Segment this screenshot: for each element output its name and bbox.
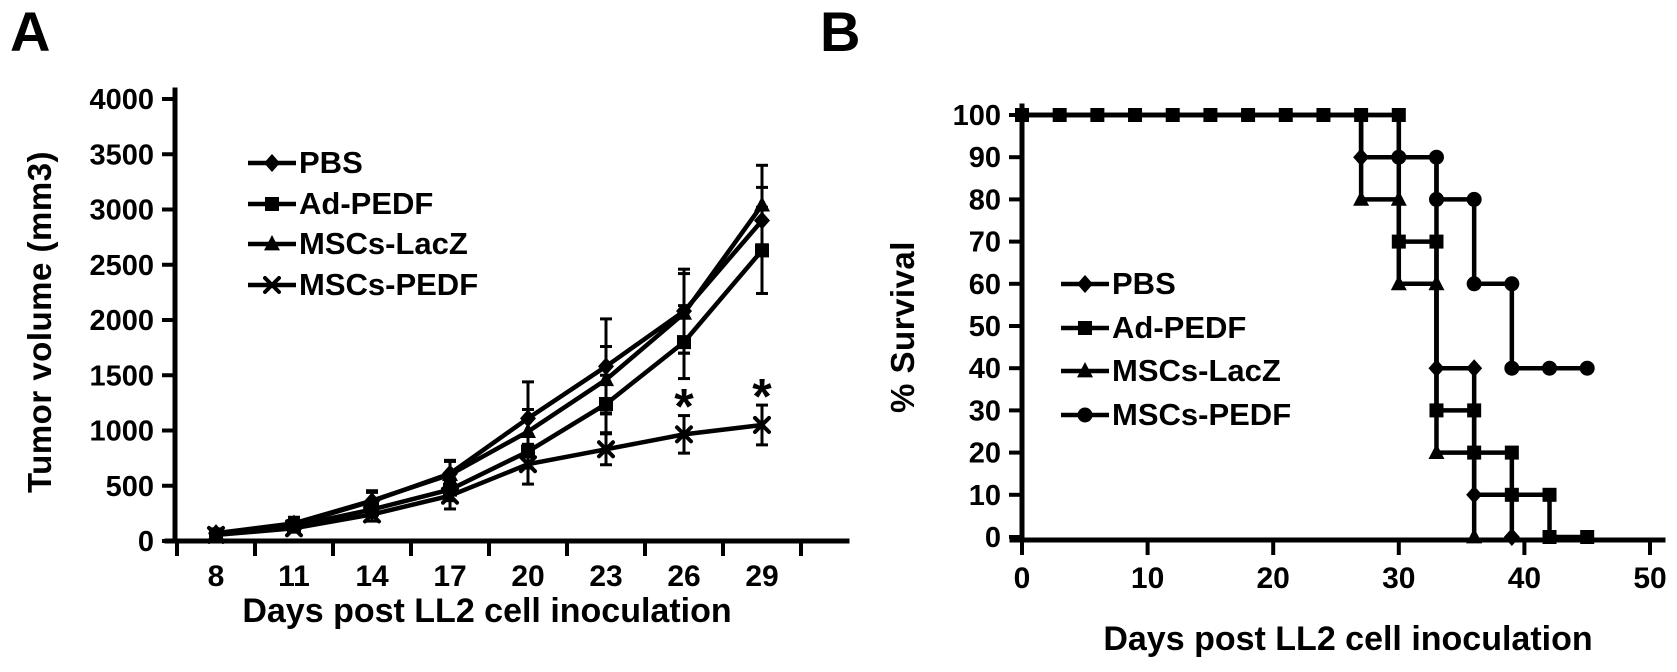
survival-curve-MSCs-PEDF bbox=[1022, 112, 1594, 371]
ad-pedf-square-marker-icon bbox=[1061, 320, 1109, 335]
x-marker bbox=[363, 505, 381, 524]
x-marker bbox=[441, 486, 459, 505]
x-marker bbox=[753, 415, 771, 434]
panel-a-y-tick-label: 1000 bbox=[89, 416, 154, 448]
panel-a-x-tick-label: 17 bbox=[433, 560, 466, 593]
ad-pedf-square-marker-icon bbox=[248, 196, 296, 211]
panel-a-x-tick-label: 20 bbox=[511, 560, 544, 593]
panel-b-y-tick-label: 60 bbox=[969, 269, 1001, 301]
panel-a-x-tick-label: 11 bbox=[278, 560, 310, 593]
panel-b-ticks bbox=[1009, 113, 1652, 555]
legend-label: PBS bbox=[299, 145, 363, 180]
panel-b-y-tick-label: 80 bbox=[969, 184, 1001, 216]
panel-b-x-tick-label: 40 bbox=[1508, 562, 1541, 595]
panel-b-y-tick-label: 30 bbox=[969, 395, 1001, 427]
panel-b-x-tick-label: 50 bbox=[1633, 562, 1666, 595]
legend-item-pbs: PBS bbox=[247, 145, 478, 180]
legend-label: PBS bbox=[1112, 266, 1176, 301]
panel-a-x-tick-label: 29 bbox=[745, 560, 778, 593]
significance-asterisk: * bbox=[752, 368, 772, 424]
mscs-pedf-x-marker-icon bbox=[248, 275, 296, 294]
legend-item-mscs-lacz: MSCs-LacZ bbox=[247, 228, 478, 261]
x-marker bbox=[285, 519, 303, 538]
panel-a-x-tick-label: 14 bbox=[355, 560, 389, 593]
panel-a-y-tick-label: 2000 bbox=[89, 305, 154, 337]
mscs-lacz-triangle-marker-icon bbox=[1061, 362, 1109, 378]
panel-b-plot: 0 10 20 30 40 50 60 70 80 90 100 0 10 20 30 40 50 bbox=[953, 100, 1667, 595]
mscs-lacz-triangle-marker-icon bbox=[248, 235, 296, 251]
legend-label: MSCs-PEDF bbox=[299, 266, 479, 302]
panel-b-y-tick-label: 40 bbox=[969, 353, 1001, 385]
legend-item-ad-pedf: Ad-PEDF bbox=[1060, 309, 1291, 345]
survival-markers-MSCs-LacZ bbox=[1353, 190, 1483, 544]
panel-a-x-axis-title: Days post LL2 cell inoculation bbox=[242, 592, 732, 630]
survival-markers-MSCs-PEDF bbox=[1391, 149, 1595, 376]
series-line-Ad-PEDF bbox=[215, 248, 764, 537]
panel-a-y-tick-label: 500 bbox=[106, 471, 154, 503]
survival-markers-Ad-PEDF bbox=[1015, 108, 1595, 544]
pbs-diamond-marker-icon bbox=[1061, 275, 1109, 294]
x-marker bbox=[263, 275, 281, 294]
panel-b-y-axis-title: % Survival bbox=[884, 241, 921, 413]
legend-item-mscs-lacz: MSCs-LacZ bbox=[1060, 355, 1291, 388]
panel-b-x-tick-label: 20 bbox=[1257, 562, 1290, 595]
panel-a-x-tick-label: 23 bbox=[589, 560, 622, 593]
panel-b-y-tick-label: 100 bbox=[953, 100, 1001, 132]
panel-b-legend: PBS Ad-PEDF MSCs-LacZ MSCs-PEDF bbox=[1060, 266, 1292, 432]
x-marker bbox=[597, 440, 615, 459]
legend-label: MSCs-LacZ bbox=[1112, 353, 1281, 389]
panel-b-y-tick-label: 90 bbox=[969, 142, 1001, 174]
significance-asterisk: * bbox=[674, 378, 694, 434]
panel-b-y-tick-label: 20 bbox=[969, 438, 1001, 470]
legend-item-mscs-pedf: MSCs-PEDF bbox=[247, 266, 479, 302]
mscs-pedf-circle-marker-icon bbox=[1061, 407, 1109, 423]
legend-label: MSCs-PEDF bbox=[1112, 396, 1292, 432]
panel-a-plot: 0 500 1000 1500 2000 2500 3000 3500 4000 8 11 14 17 2… bbox=[89, 84, 850, 593]
panel-a-y-tick-label: 4000 bbox=[89, 84, 154, 116]
panel-a-axes bbox=[164, 87, 850, 544]
panel-b-x-tick-label: 10 bbox=[1131, 562, 1164, 595]
panel-b-x-tick-label: 30 bbox=[1382, 562, 1415, 595]
panel-b-y-tick-label: 10 bbox=[969, 480, 1001, 512]
series-markers-MSCs-PEDF bbox=[207, 415, 771, 544]
series-line-MSCs-LacZ bbox=[215, 203, 764, 536]
legend-item-mscs-pedf: MSCs-PEDF bbox=[1060, 396, 1292, 432]
panel-a-y-tick-label: 1500 bbox=[89, 360, 154, 392]
panel-b-x-tick-label: 0 bbox=[1014, 562, 1031, 595]
legend-label: Ad-PEDF bbox=[299, 185, 434, 221]
x-marker bbox=[207, 525, 225, 544]
panel-b-letter: B bbox=[820, 0, 861, 63]
panel-a-letter: A bbox=[10, 0, 51, 63]
panel-a-y-tick-label: 2500 bbox=[89, 250, 154, 282]
legend-item-pbs: PBS bbox=[1060, 266, 1291, 301]
panel-a-y-tick-label: 3000 bbox=[89, 195, 154, 227]
legend-label: Ad-PEDF bbox=[1112, 309, 1247, 345]
pbs-diamond-marker-icon bbox=[248, 154, 296, 173]
panel-a-x-tick-label: 26 bbox=[667, 560, 700, 593]
panel-a-x-tick-label: 8 bbox=[208, 560, 225, 593]
panel-b-y-tick-label: 70 bbox=[969, 227, 1001, 259]
series-line-MSCs-PEDF bbox=[215, 422, 763, 538]
x-marker bbox=[675, 425, 693, 444]
legend-item-ad-pedf: Ad-PEDF bbox=[247, 185, 478, 221]
panel-a-legend: PBS Ad-PEDF MSCs-LacZ MSCs-PEDF bbox=[247, 145, 479, 302]
x-marker bbox=[519, 455, 537, 474]
panel-a-y-tick-label: 3500 bbox=[89, 139, 154, 171]
legend-label: MSCs-LacZ bbox=[299, 226, 468, 262]
panel-b-y-tick-label: 0 bbox=[985, 522, 1001, 554]
panel-b-y-tick-label: 50 bbox=[969, 311, 1001, 343]
panel-b-x-axis-title: Days post LL2 cell inoculation bbox=[1103, 620, 1593, 658]
panel-a-ticks bbox=[162, 97, 803, 556]
panel-a-y-tick-label: 0 bbox=[138, 526, 154, 558]
panel-a-y-axis-title: Tumor volume (mm3) bbox=[21, 150, 58, 494]
